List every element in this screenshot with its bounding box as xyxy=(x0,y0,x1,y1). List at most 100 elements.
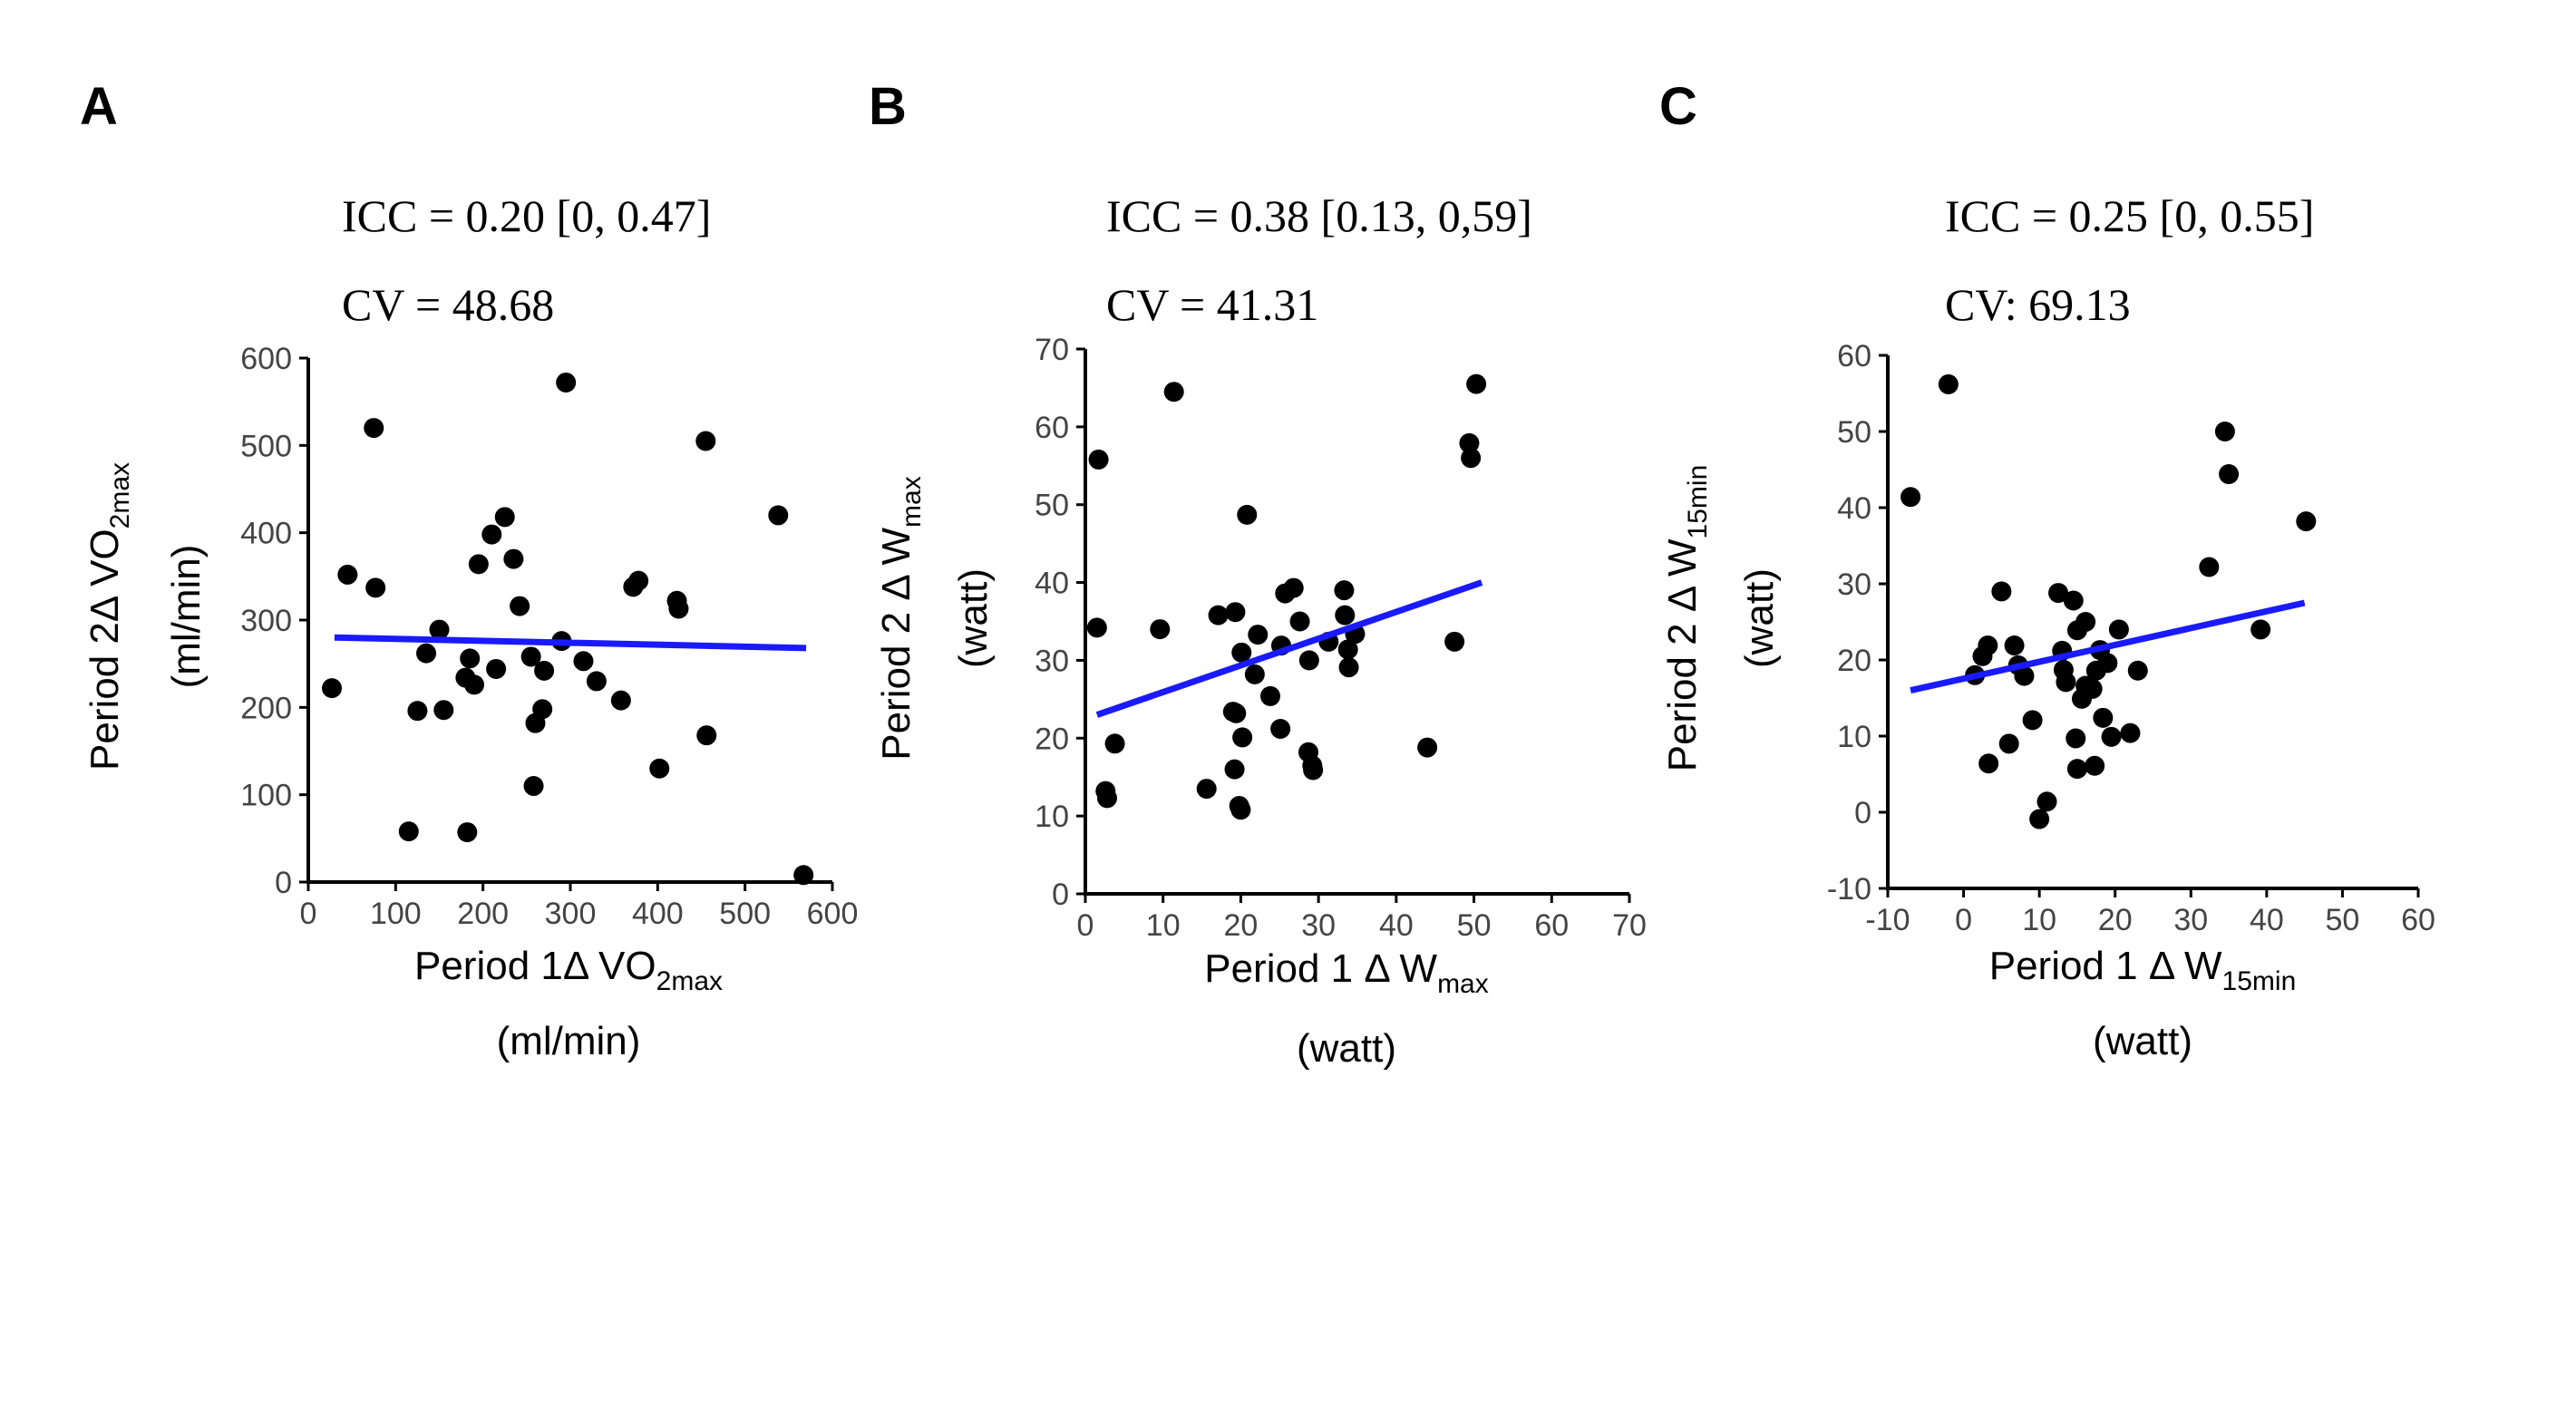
data-point-a xyxy=(337,564,358,585)
y-tick-label-a: 200 xyxy=(240,691,292,725)
data-point-b xyxy=(1244,664,1265,684)
x-tick-label-c: 60 xyxy=(2401,903,2435,937)
data-point-b xyxy=(1208,605,1229,626)
data-point-c xyxy=(2127,660,2148,681)
data-point-a xyxy=(481,524,502,545)
x-tick-label-a: 600 xyxy=(807,897,859,931)
y-tick-label-a: 0 xyxy=(275,866,292,900)
data-point-a xyxy=(523,776,544,797)
y-tick-label-a: 300 xyxy=(240,604,292,638)
y-tick-label-c: 20 xyxy=(1837,644,1871,678)
x-tick-label-c: 10 xyxy=(2022,903,2056,937)
data-point-a xyxy=(532,699,553,720)
data-point-a xyxy=(365,577,386,598)
data-point-b xyxy=(1150,619,1171,640)
y-axis-title-a: Period 2Δ VO2max xyxy=(83,462,135,771)
y-tick-label-a: 400 xyxy=(240,517,292,551)
data-point-c xyxy=(1978,635,1998,656)
data-point-a xyxy=(457,822,478,843)
data-point-a xyxy=(586,671,607,692)
data-point-a xyxy=(695,431,716,451)
x-tick-label-b: 0 xyxy=(1077,908,1094,943)
x-tick-label-b: 70 xyxy=(1612,908,1647,943)
data-point-a xyxy=(416,643,437,664)
data-point-a xyxy=(322,678,343,699)
y-axis-units-c: (watt) xyxy=(1737,568,1782,668)
y-tick-label-b: 20 xyxy=(1035,722,1069,756)
x-tick-label-a: 500 xyxy=(719,897,771,931)
x-tick-label-a: 400 xyxy=(632,897,684,931)
regression-line-b xyxy=(1095,579,1483,718)
panel-a: A ICC = 0.20 [0, 0.47] CV = 48.68 0 100 20… xyxy=(80,77,858,1063)
data-point-c xyxy=(2093,707,2114,728)
y-axis-title-main-b: Period 2 Δ W xyxy=(874,527,919,760)
data-point-b xyxy=(1232,727,1253,748)
data-point-b xyxy=(1097,788,1117,809)
icc-label-b: ICC = 0.38 [0.13, 0,59] xyxy=(1106,190,1532,241)
x-axis-title-sub-b: max xyxy=(1437,969,1489,999)
y-tick-label-a: 100 xyxy=(240,779,292,813)
data-point-a xyxy=(398,821,419,842)
y-tick-label-c: 40 xyxy=(1837,491,1871,526)
icc-label-c: ICC = 0.25 [0, 0.55] xyxy=(1945,190,2314,241)
y-tick-label-b: 40 xyxy=(1035,567,1069,601)
data-point-b xyxy=(1444,631,1465,652)
panel-letter-c: C xyxy=(1659,77,1697,136)
data-point-c xyxy=(2108,619,2129,640)
data-point-b xyxy=(1237,504,1258,525)
data-point-c xyxy=(2066,728,2086,749)
panel-letter-b: B xyxy=(869,77,907,136)
x-axis-title-sub-c: 15min xyxy=(2222,966,2297,996)
data-point-b xyxy=(1231,642,1252,663)
y-tick-label-c: 0 xyxy=(1854,796,1871,830)
data-point-b xyxy=(1088,449,1109,470)
data-point-a xyxy=(503,548,524,569)
data-point-c xyxy=(2250,619,2271,640)
data-point-b xyxy=(1226,703,1247,723)
x-axis-title-sub-a: 2max xyxy=(656,966,723,996)
data-point-a xyxy=(407,701,428,722)
y-axis-title-sub-b: max xyxy=(897,476,927,528)
x-axis-units-b: (watt) xyxy=(1297,1026,1396,1071)
x-tick-label-c: 0 xyxy=(1955,903,1972,937)
data-point-b xyxy=(1283,577,1304,598)
data-point-a xyxy=(668,598,689,619)
x-axis-title-a: Period 1Δ VO2max xyxy=(414,944,723,996)
scatter-plot-a: 0 100 200 300 400 500 600 0 100 200 300 400 500 600 xyxy=(240,342,858,931)
y-tick-label-c: -10 xyxy=(1827,872,1871,907)
data-point-c xyxy=(2296,511,2317,532)
y-tick-label-b: 60 xyxy=(1035,411,1069,445)
data-point-c xyxy=(2101,726,2122,747)
data-point-a xyxy=(628,570,649,591)
data-point-a xyxy=(429,619,450,640)
data-point-b xyxy=(1337,639,1358,660)
data-point-b xyxy=(1335,605,1356,626)
data-point-b xyxy=(1461,448,1482,469)
x-tick-label-b: 10 xyxy=(1146,908,1181,943)
data-point-c xyxy=(2199,557,2220,577)
y-axis-title-sub-c: 15min xyxy=(1683,465,1713,539)
data-point-a xyxy=(364,418,384,439)
x-tick-label-b: 40 xyxy=(1379,908,1414,943)
x-axis-title-b: Period 1 Δ Wmax xyxy=(1204,946,1489,999)
panel-b: B ICC = 0.38 [0.13, 0,59] CV = 41.31 0 10… xyxy=(869,77,1647,1071)
data-point-a xyxy=(610,690,631,711)
data-point-a xyxy=(793,865,814,886)
data-point-c xyxy=(2022,710,2043,731)
data-point-a xyxy=(468,554,489,575)
y-tick-label-b: 50 xyxy=(1035,489,1069,523)
x-tick-label-c: 20 xyxy=(2098,903,2133,937)
data-point-c xyxy=(2082,678,2103,699)
data-point-b xyxy=(1298,650,1319,671)
x-tick-label-b: 30 xyxy=(1301,908,1336,943)
regression-line-a xyxy=(334,634,807,652)
x-axis-title-c: Period 1 Δ W15min xyxy=(1989,944,2297,996)
cv-label-b: CV = 41.31 xyxy=(1106,279,1318,330)
x-tick-label-a: 0 xyxy=(300,897,317,931)
x-axis-units-a: (ml/min) xyxy=(497,1019,641,1063)
data-point-c xyxy=(2085,755,2105,776)
data-point-b xyxy=(1224,759,1245,780)
x-tick-label-a: 100 xyxy=(370,897,422,931)
x-tick-label-b: 60 xyxy=(1534,908,1569,943)
data-point-b xyxy=(1248,625,1269,645)
